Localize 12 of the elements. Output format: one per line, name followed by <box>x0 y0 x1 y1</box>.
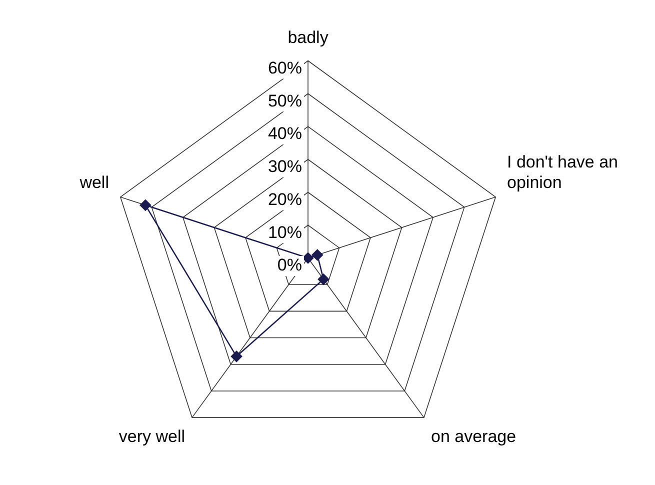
y-tick-label: 10% <box>268 222 302 242</box>
y-tick-label: 40% <box>268 124 302 144</box>
y-tick-label: 30% <box>268 157 302 176</box>
y-tick-label: 0% <box>277 256 302 275</box>
spoke-label: well <box>78 172 109 192</box>
spoke-label: on average <box>430 427 516 446</box>
y-tick-label: 50% <box>268 91 302 110</box>
spoke-label: very well <box>118 427 186 446</box>
spoke-label: badly <box>288 28 329 48</box>
y-tick-label: 20% <box>268 190 302 209</box>
y-tick-label: 60% <box>268 58 302 78</box>
spoke-label: I don't have an opinion <box>507 152 618 192</box>
